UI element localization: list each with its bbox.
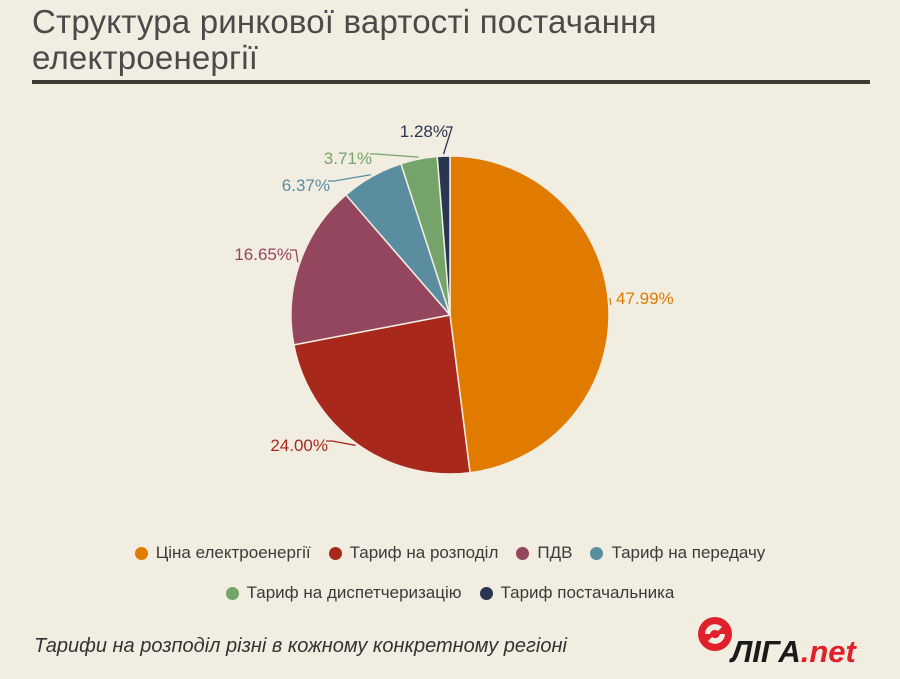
leader-line [442, 126, 453, 155]
legend-swatch [516, 546, 530, 560]
legend-label: ПДВ [537, 543, 573, 562]
pie-slice[interactable] [292, 314, 471, 475]
legend-row-1: Ціна електроенергії Тариф на розподіл ПД… [0, 543, 900, 563]
legend-item[interactable]: Тариф на диспетчеризацію [225, 583, 462, 603]
legend-label: Тариф на передачу [611, 543, 766, 562]
legend-swatch [328, 546, 342, 560]
legend-swatch [479, 586, 493, 600]
leader-line [328, 174, 371, 182]
data-label: 24.00% [270, 436, 328, 455]
liga-emblem-icon [698, 617, 732, 651]
data-label: 47.99% [616, 289, 674, 308]
data-label: 1.28% [400, 122, 448, 141]
pie-slice[interactable] [436, 155, 451, 316]
leader-line [370, 153, 419, 158]
leader-line [290, 249, 299, 263]
legend-label: Тариф постачальника [500, 583, 675, 602]
logo-wordmark: ЛІГА.net [729, 634, 858, 669]
footnote: Тарифи на розподіл різні в кожному конкр… [34, 635, 567, 657]
leader-line [326, 440, 356, 446]
legend-item[interactable]: Тариф на розподіл [328, 543, 499, 563]
legend-row-2: Тариф на диспетчеризацію Тариф постачаль… [0, 583, 900, 603]
legend-label: Ціна електроенергії [155, 543, 311, 562]
legend-item[interactable]: Ціна електроенергії [134, 543, 311, 563]
data-label: 3.71% [324, 149, 372, 168]
data-label: 6.37% [282, 176, 330, 195]
pie-slice[interactable] [449, 155, 610, 474]
pie-slice[interactable] [290, 193, 452, 346]
legend-label: Тариф на розподіл [349, 543, 499, 562]
legend-swatch [134, 546, 148, 560]
title-line-1: Структура ринкової вартості постачання [32, 3, 657, 40]
legend-swatch [225, 586, 239, 600]
legend-item[interactable]: ПДВ [516, 543, 572, 563]
data-label: 16.65% [234, 245, 292, 264]
legend-swatch [590, 546, 604, 560]
legend-item[interactable]: Тариф постачальника [479, 583, 675, 603]
legend-label: Тариф на диспетчеризацію [246, 583, 462, 602]
legend-item[interactable]: Тариф на передачу [590, 543, 765, 563]
page-title: Структура ринкової вартості постачання е… [32, 4, 872, 76]
title-divider [32, 80, 870, 84]
title-line-2: електроенергії [32, 39, 259, 76]
leader-line [609, 297, 612, 305]
liga-logo[interactable]: ЛІГА.net [695, 612, 895, 672]
